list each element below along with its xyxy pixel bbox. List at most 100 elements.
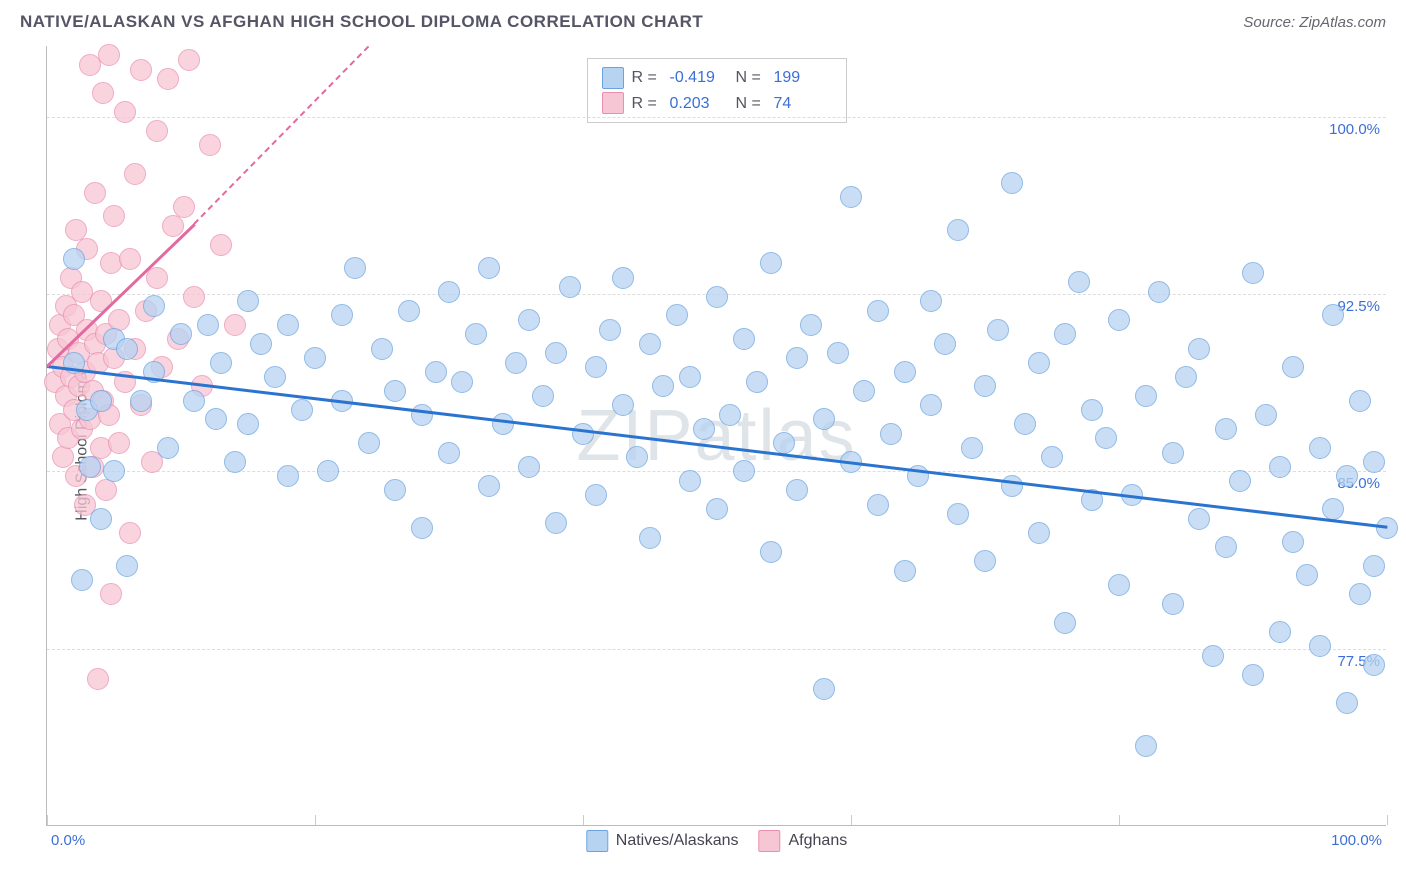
x-tick (851, 815, 852, 825)
scatter-point (98, 44, 120, 66)
scatter-point (733, 460, 755, 482)
scatter-point (157, 437, 179, 459)
scatter-point (719, 404, 741, 426)
scatter-point (63, 248, 85, 270)
scatter-point (1322, 498, 1344, 520)
swatch-pink-icon (759, 830, 781, 852)
scatter-point (1282, 531, 1304, 553)
scatter-point (451, 371, 473, 393)
scatter-point (612, 394, 634, 416)
scatter-point (639, 527, 661, 549)
scatter-point (1215, 536, 1237, 558)
scatter-point (492, 413, 514, 435)
source-attribution: Source: ZipAtlas.com (1243, 14, 1386, 31)
scatter-point (760, 252, 782, 274)
scatter-point (853, 380, 875, 402)
scatter-point (840, 186, 862, 208)
scatter-point (1322, 304, 1344, 326)
n-value-blue: 199 (774, 65, 832, 91)
scatter-point (103, 460, 125, 482)
gridline-h (47, 471, 1386, 472)
scatter-point (545, 512, 567, 534)
scatter-point (384, 380, 406, 402)
legend-series: Natives/AlaskansAfghans (586, 830, 847, 852)
scatter-point (291, 399, 313, 421)
x-tick (583, 815, 584, 825)
scatter-point (1309, 437, 1331, 459)
scatter-point (277, 465, 299, 487)
scatter-point (205, 408, 227, 430)
scatter-point (197, 314, 219, 336)
scatter-point (143, 295, 165, 317)
scatter-point (425, 361, 447, 383)
scatter-point (786, 347, 808, 369)
scatter-point (1282, 356, 1304, 378)
x-tick (1119, 815, 1120, 825)
scatter-point (344, 257, 366, 279)
scatter-point (116, 338, 138, 360)
scatter-point (1269, 456, 1291, 478)
scatter-point (237, 290, 259, 312)
scatter-point (1336, 692, 1358, 714)
legend-row-pink: R = 0.203 N = 74 (602, 91, 832, 117)
scatter-point (478, 257, 500, 279)
gridline-h (47, 649, 1386, 650)
n-label: N = (736, 65, 766, 91)
source-link[interactable]: ZipAtlas.com (1299, 14, 1386, 31)
chart-area: High School Diploma ZIPatlas R = -0.419 … (0, 36, 1406, 856)
scatter-point (478, 475, 500, 497)
scatter-point (1068, 271, 1090, 293)
scatter-point (237, 413, 259, 435)
legend-correlation: R = -0.419 N = 199 R = 0.203 N = 74 (587, 58, 847, 123)
scatter-point (317, 460, 339, 482)
scatter-point (146, 120, 168, 142)
scatter-point (974, 375, 996, 397)
scatter-point (250, 333, 272, 355)
scatter-point (116, 555, 138, 577)
scatter-point (813, 678, 835, 700)
scatter-point (92, 82, 114, 104)
scatter-point (813, 408, 835, 430)
scatter-point (358, 432, 380, 454)
scatter-point (1376, 517, 1398, 539)
swatch-pink-icon (602, 92, 624, 114)
scatter-point (114, 101, 136, 123)
scatter-point (1108, 309, 1130, 331)
scatter-point (1028, 522, 1050, 544)
scatter-point (559, 276, 581, 298)
scatter-point (693, 418, 715, 440)
n-value-pink: 74 (774, 91, 832, 117)
scatter-point (572, 423, 594, 445)
scatter-point (108, 432, 130, 454)
scatter-point (438, 442, 460, 464)
scatter-point (124, 163, 146, 185)
r-value-pink: 0.203 (670, 91, 728, 117)
scatter-point (518, 309, 540, 331)
r-value-blue: -0.419 (670, 65, 728, 91)
scatter-point (371, 338, 393, 360)
scatter-point (1363, 451, 1385, 473)
scatter-point (398, 300, 420, 322)
scatter-point (1242, 262, 1264, 284)
scatter-point (1188, 338, 1210, 360)
y-tick-label: 100.0% (1329, 121, 1380, 138)
scatter-point (130, 390, 152, 412)
chart-title: NATIVE/ALASKAN VS AFGHAN HIGH SCHOOL DIP… (20, 12, 703, 32)
scatter-point (1014, 413, 1036, 435)
scatter-point (786, 479, 808, 501)
scatter-point (411, 517, 433, 539)
scatter-point (130, 59, 152, 81)
trend-line (194, 46, 370, 225)
scatter-point (974, 550, 996, 572)
scatter-point (79, 456, 101, 478)
scatter-point (1215, 418, 1237, 440)
scatter-point (224, 451, 246, 473)
scatter-point (103, 205, 125, 227)
swatch-blue-icon (602, 67, 624, 89)
scatter-point (1028, 352, 1050, 374)
scatter-point (947, 219, 969, 241)
scatter-point (1202, 645, 1224, 667)
scatter-point (585, 484, 607, 506)
scatter-point (706, 286, 728, 308)
x-max-label: 100.0% (1331, 832, 1382, 849)
